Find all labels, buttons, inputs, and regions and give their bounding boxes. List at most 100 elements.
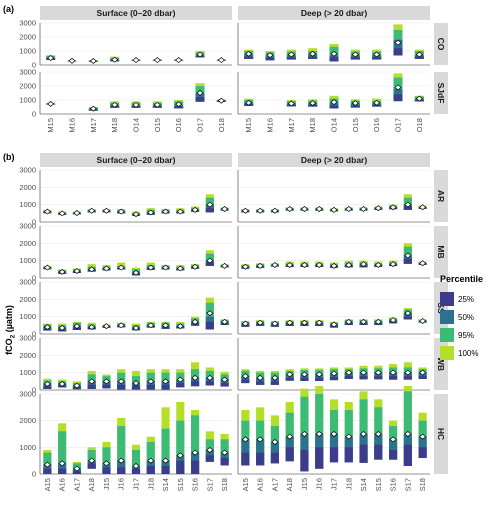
- bar-p25: [300, 450, 309, 472]
- mean-marker: [315, 262, 323, 268]
- bar-p25: [372, 57, 382, 60]
- x-tick-label: M17: [287, 118, 296, 133]
- y-tick-label: 1000: [19, 200, 36, 209]
- y-axis-title-subscript: 2: [10, 334, 17, 338]
- row-strip-bg: [434, 394, 448, 474]
- x-tick-label: O17: [394, 118, 403, 132]
- y-tick-label: 0: [32, 61, 36, 70]
- mean-marker: [117, 264, 125, 271]
- mean-marker: [241, 207, 249, 214]
- mean-marker: [330, 370, 338, 377]
- mean-marker: [404, 369, 412, 376]
- mean-marker: [374, 205, 382, 212]
- bar-p25: [270, 452, 279, 464]
- mean-marker: [221, 449, 229, 456]
- legend-entry-label: 25%: [458, 295, 474, 304]
- mean-marker: [330, 50, 338, 57]
- bar-p25: [285, 447, 294, 462]
- row-strip-label: CO: [436, 38, 446, 51]
- bar-p50: [393, 39, 403, 56]
- mean-marker: [191, 374, 199, 381]
- y-tick-label: 2000: [19, 82, 36, 91]
- bar-p25: [286, 57, 296, 60]
- mean-marker: [286, 262, 294, 268]
- column-strip-bg: [40, 153, 232, 167]
- mean-marker: [88, 457, 96, 464]
- mean-marker: [132, 380, 140, 387]
- y-tick-label: 0: [32, 386, 36, 395]
- y-tick-label: 3000: [19, 222, 36, 231]
- bar-p25: [102, 467, 111, 474]
- bar-p50: [359, 372, 368, 380]
- bar-p25: [87, 384, 96, 389]
- row-strip-bg: [434, 23, 448, 65]
- mean-marker: [73, 210, 81, 216]
- mean-marker: [221, 206, 229, 212]
- mean-marker: [415, 95, 423, 102]
- x-tick-label: O16: [372, 118, 381, 132]
- mean-marker: [153, 101, 161, 108]
- bar-p25: [265, 58, 275, 61]
- plot-panel: [238, 338, 430, 390]
- mean-marker: [315, 371, 323, 378]
- x-tick-label: M18: [308, 118, 317, 133]
- column-strip-label: Surface (0–20 dbar): [97, 8, 176, 18]
- row-strip-label: SS: [436, 302, 446, 314]
- bar-p25: [43, 468, 52, 474]
- bar-p95: [403, 391, 412, 466]
- bar-p25: [403, 258, 412, 264]
- x-tick-label: J16: [315, 478, 324, 490]
- x-tick-label: M16: [68, 118, 77, 133]
- column-strip-label: Deep (> 20 dbar): [301, 8, 368, 18]
- x-tick-label: O17: [196, 118, 205, 132]
- mean-marker: [266, 52, 274, 59]
- bar-p25: [389, 376, 398, 380]
- y-tick-label: 1000: [19, 256, 36, 265]
- mean-marker: [374, 431, 382, 437]
- bar-p25: [205, 208, 214, 213]
- mean-marker: [359, 431, 368, 437]
- bar-p25: [117, 467, 126, 474]
- bar-p50: [256, 377, 265, 385]
- legend-swatch: [440, 328, 454, 342]
- x-tick-label: J15: [102, 478, 111, 490]
- y-tick-label: 3000: [19, 68, 36, 77]
- bar-p25: [205, 321, 214, 330]
- bar-p25: [285, 377, 294, 381]
- mean-marker: [176, 208, 184, 215]
- mean-marker: [206, 310, 214, 317]
- mean-marker: [389, 204, 397, 211]
- bar-p25: [256, 381, 265, 385]
- y-tick-label: 0: [32, 110, 36, 119]
- mean-marker: [88, 378, 96, 385]
- mean-marker: [221, 262, 229, 269]
- bar-p25: [315, 377, 324, 381]
- mean-marker: [241, 263, 249, 270]
- mean-marker: [176, 376, 184, 383]
- bar-p25: [195, 97, 205, 102]
- mean-marker: [58, 268, 66, 275]
- bar-p25: [176, 383, 185, 388]
- y-tick-label: 0: [32, 274, 36, 283]
- bar-p50: [220, 379, 229, 387]
- mean-marker: [175, 101, 183, 108]
- panel-group-1: (b) Surface (0–20 dbar) Deep (> 20 dbar) AR…: [3, 152, 448, 491]
- mean-marker: [271, 262, 279, 268]
- bar-p25: [329, 377, 339, 381]
- mean-marker: [256, 319, 264, 326]
- bar-p25: [329, 105, 339, 109]
- bar-p25: [389, 450, 398, 460]
- x-tick-label: J17: [330, 478, 339, 490]
- mean-marker: [373, 51, 381, 58]
- y-tick-label: 3000: [19, 278, 36, 287]
- bar-p50: [403, 313, 412, 320]
- y-tick-label: 3000: [19, 390, 36, 399]
- mean-marker: [374, 318, 382, 325]
- bar-p50: [389, 439, 398, 460]
- x-tick-label: A18: [87, 478, 96, 491]
- bar-p25: [403, 206, 412, 210]
- mean-marker: [147, 322, 155, 329]
- mean-marker: [176, 323, 184, 330]
- legend-swatch: [440, 346, 454, 360]
- bar-p50: [418, 436, 427, 458]
